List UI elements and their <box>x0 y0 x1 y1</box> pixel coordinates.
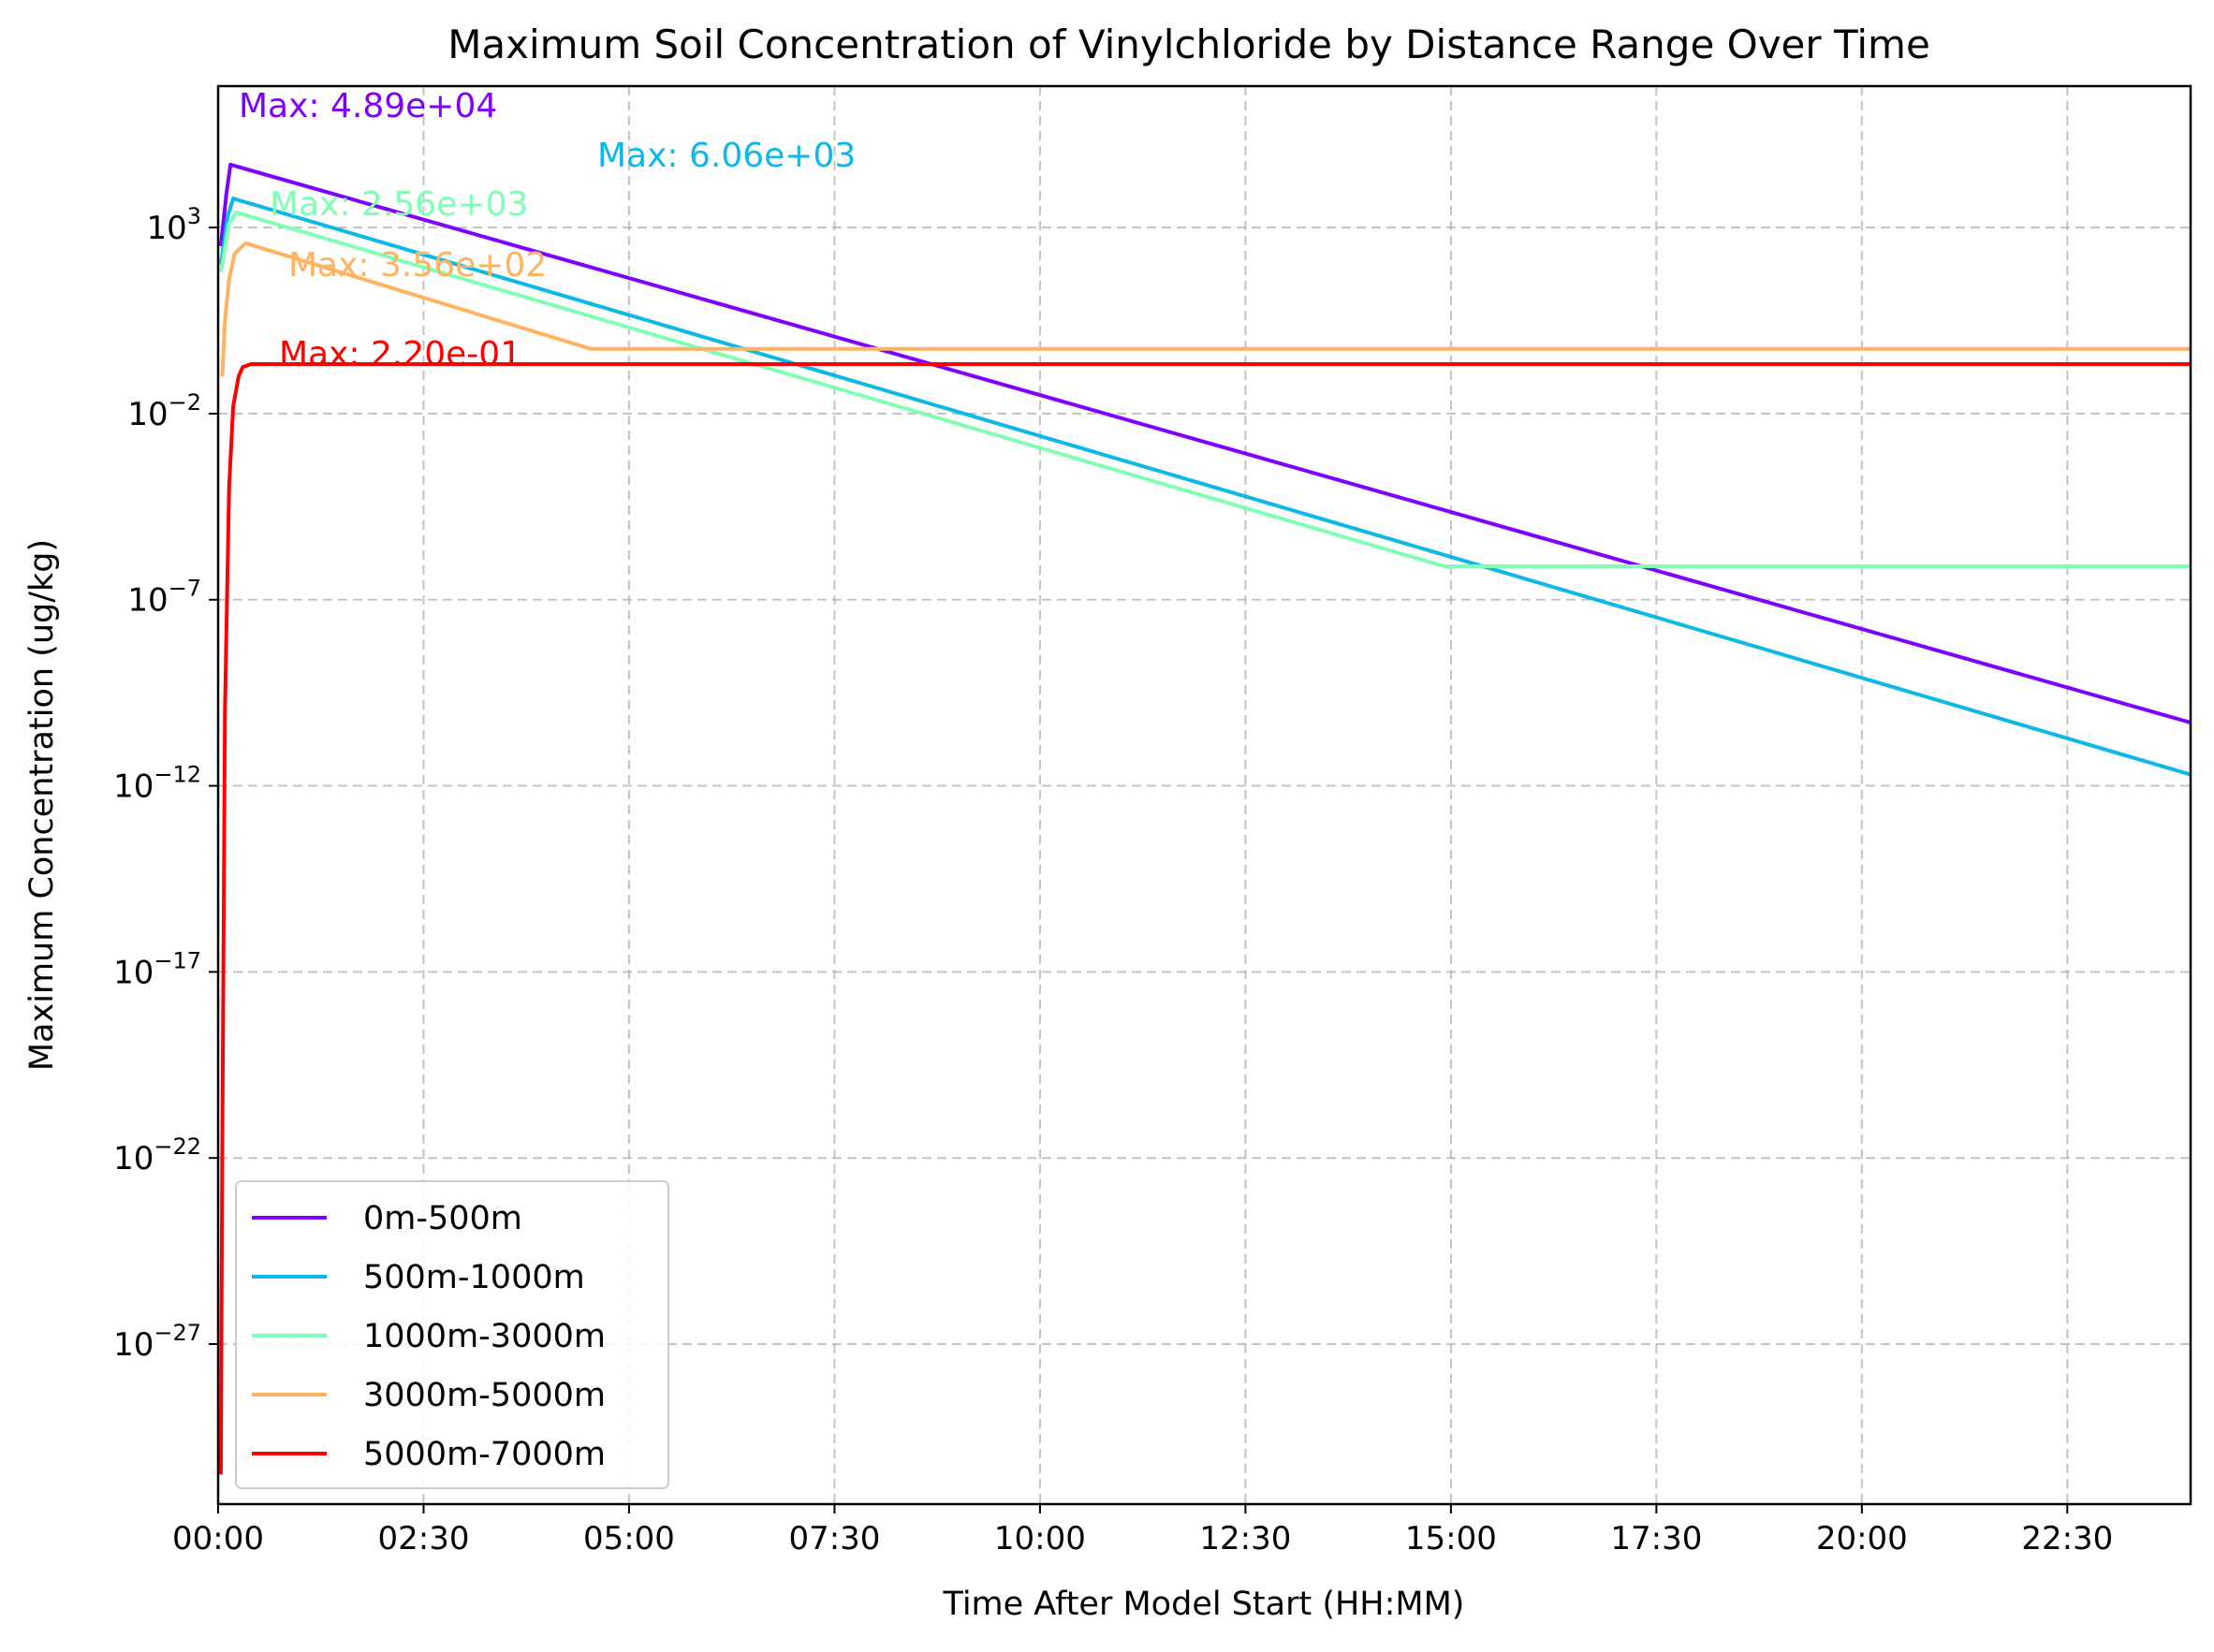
y-tick-label: 10−2 <box>127 389 201 433</box>
x-tick-label: 22:30 <box>2021 1520 2113 1557</box>
y-tick-label: 10−27 <box>113 1320 201 1364</box>
y-axis-label: Maximum Concentration (ug/kg) <box>23 539 61 1071</box>
series-max-annotation: Max: 4.89e+04 <box>239 87 497 125</box>
legend: 0m-500m 500m-1000m 1000m-3000m 3000m-5000m 5… <box>235 1180 669 1489</box>
y-tick-base: 10 <box>113 768 154 806</box>
y-tick-label: 10−22 <box>113 1133 201 1177</box>
series-line-2 <box>218 197 2192 777</box>
y-tick-exponent: 3 <box>187 203 201 229</box>
plot-frame <box>216 84 2192 1506</box>
y-tick-base: 10 <box>113 1140 154 1177</box>
series-max-annotation: Max: 2.56e+03 <box>270 185 528 224</box>
legend-label: 0m-500m <box>363 1200 522 1237</box>
series-max-annotation: Max: 6.06e+03 <box>597 137 856 175</box>
y-tick-base: 10 <box>127 582 168 620</box>
series-line-1 <box>218 162 2192 724</box>
y-tick-base: 10 <box>113 954 154 991</box>
y-tick-label: 10−17 <box>113 947 201 991</box>
x-tick-label: 17:30 <box>1610 1520 1702 1557</box>
legend-label: 1000m-3000m <box>363 1318 606 1355</box>
y-tick-exponent: −12 <box>154 762 201 788</box>
x-tick-label: 02:30 <box>377 1520 469 1557</box>
series-max-annotation: Max: 3.56e+02 <box>288 246 547 285</box>
chart-title: Maximum Soil Concentration of Vinylchlor… <box>447 22 1930 67</box>
x-axis-label: Time After Model Start (HH:MM) <box>943 1586 1465 1623</box>
y-tick-exponent: −17 <box>154 947 201 973</box>
y-tick-exponent: −7 <box>169 576 201 602</box>
legend-label: 5000m-7000m <box>363 1436 606 1473</box>
legend-box <box>235 1180 669 1489</box>
y-tick-label: 103 <box>146 203 201 247</box>
legend-label: 3000m-5000m <box>363 1377 606 1414</box>
y-tick-exponent: −27 <box>154 1320 201 1346</box>
series-line-3 <box>218 210 2191 568</box>
series-lines <box>218 162 2192 1475</box>
max-annotations: Max: 4.89e+04 Max: 6.06e+03 Max: 2.56e+03 M… <box>239 87 856 373</box>
legend-label: 500m-1000m <box>363 1259 585 1296</box>
series-max-annotation: Max: 2.20e-01 <box>279 335 521 373</box>
x-tick-label: 10:00 <box>994 1520 1086 1557</box>
x-tick-label: 05:00 <box>583 1520 675 1557</box>
y-tick-exponent: −2 <box>169 389 201 416</box>
y-tick-label: 10−12 <box>113 762 201 806</box>
y-tick-label: 10−7 <box>127 576 201 620</box>
series-line-4 <box>220 241 2191 377</box>
x-tick-label: 12:30 <box>1199 1520 1291 1557</box>
x-axis-ticks: 00:00 02:30 05:00 07:30 10:00 12:30 15:00 17:30… <box>172 1504 2113 1557</box>
y-tick-base: 10 <box>127 396 168 433</box>
y-tick-base: 10 <box>113 1326 154 1364</box>
y-tick-exponent: −22 <box>154 1133 201 1160</box>
x-tick-label: 20:00 <box>1816 1520 1908 1557</box>
y-tick-base: 10 <box>146 210 186 247</box>
x-tick-label: 00:00 <box>172 1520 264 1557</box>
x-tick-label: 07:30 <box>788 1520 880 1557</box>
series-line-5 <box>218 362 2191 1475</box>
x-tick-label: 15:00 <box>1405 1520 1497 1557</box>
